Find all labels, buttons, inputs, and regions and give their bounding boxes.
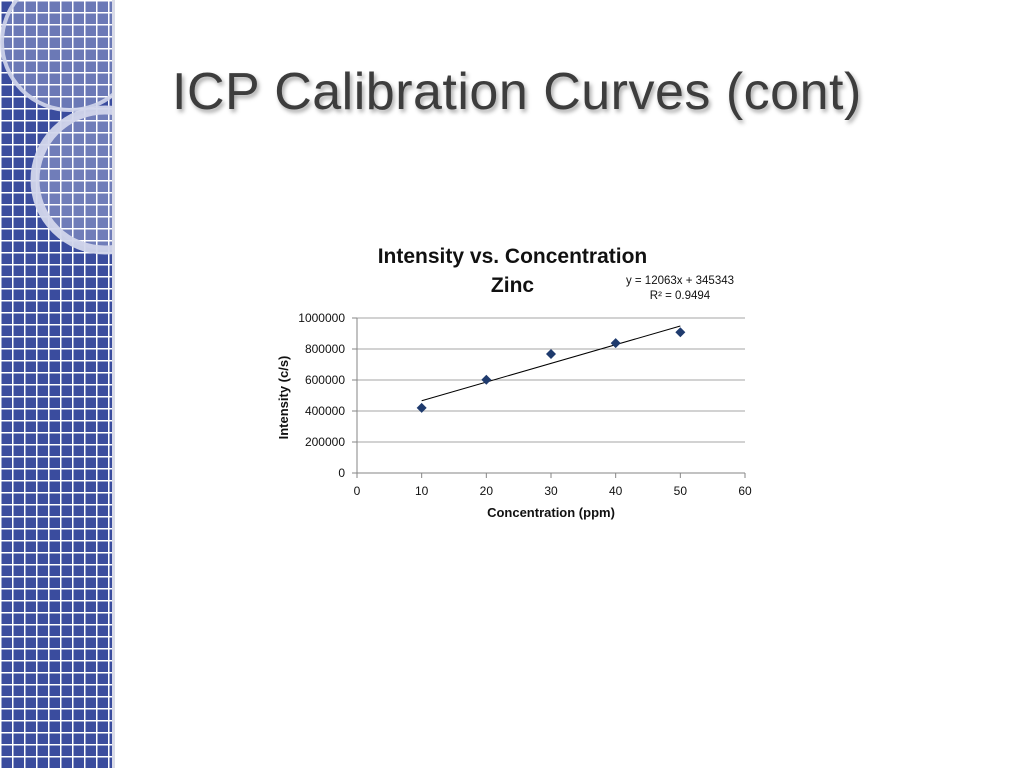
y-tick-label: 200000 xyxy=(305,435,345,449)
x-tick-label: 10 xyxy=(415,484,429,498)
chart-subtitle: Zinc xyxy=(490,274,535,297)
data-point-diamond xyxy=(546,348,556,359)
y-tick-label: 1000000 xyxy=(298,311,345,325)
trendline-r-squared: R² = 0.9494 xyxy=(649,290,711,302)
y-axis-label: Intensity (c/s) xyxy=(276,356,291,440)
x-axis-label: Concentration (ppm) xyxy=(487,505,615,520)
y-tick-label: 400000 xyxy=(305,404,345,418)
x-tick-label: 40 xyxy=(609,484,623,498)
axes xyxy=(352,317,746,478)
y-tick-label: 800000 xyxy=(305,342,345,356)
x-tick-label: 0 xyxy=(354,484,361,498)
data-point-diamond xyxy=(481,374,492,385)
strip-edge-divider xyxy=(112,0,115,768)
y-tick-label: 0 xyxy=(338,466,345,480)
gridlines xyxy=(357,317,745,443)
data-point-diamond xyxy=(416,402,427,413)
chart-title-main: Intensity vs. Concentration xyxy=(377,245,648,268)
tick-labels: 0 200000 400000 600000 800000 1000000 0 10 20 30 4… xyxy=(298,311,752,498)
x-tick-label: 60 xyxy=(738,484,752,498)
decorative-circles xyxy=(0,0,114,255)
y-tick-label: 600000 xyxy=(305,373,345,387)
trendline-layer xyxy=(421,325,681,402)
data-point-diamond xyxy=(675,327,686,338)
data-point-diamond xyxy=(610,338,621,349)
x-tick-label: 50 xyxy=(674,484,688,498)
trendline-equation: y = 12063x + 345343 xyxy=(625,275,735,287)
slide-title: ICP Calibration Curves (cont) xyxy=(172,63,862,121)
decorative-side-strip xyxy=(0,0,114,768)
linear-trendline xyxy=(421,325,681,402)
chart-title: Intensity vs. Concentration Zinc xyxy=(340,242,685,300)
x-tick-label: 30 xyxy=(544,484,558,498)
data-points xyxy=(416,327,686,413)
trendline-equation-label: y = 12063x + 345343 R² = 0.9494 xyxy=(600,274,760,304)
x-tick-label: 20 xyxy=(480,484,494,498)
